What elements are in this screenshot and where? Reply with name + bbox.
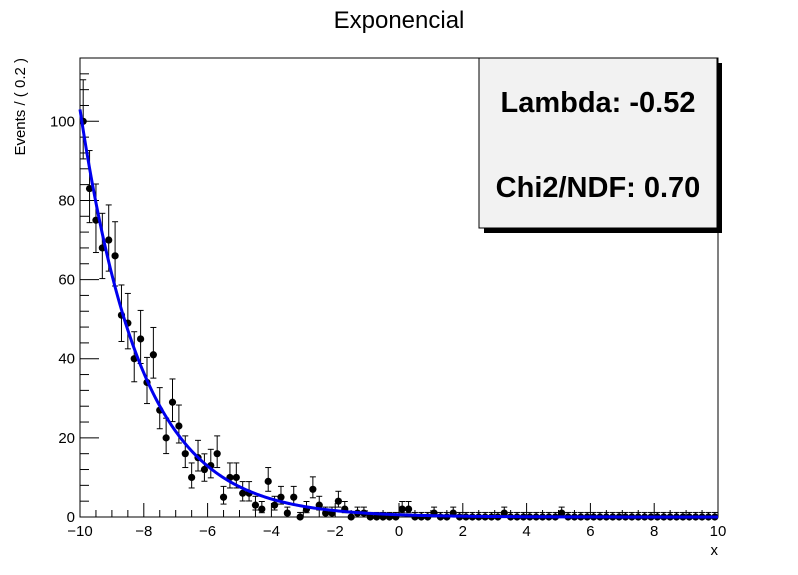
data-marker bbox=[264, 477, 272, 485]
data-point bbox=[500, 506, 508, 517]
data-point bbox=[558, 506, 566, 517]
data-marker bbox=[309, 485, 317, 493]
data-marker bbox=[398, 505, 406, 513]
data-marker bbox=[232, 473, 240, 482]
data-marker bbox=[239, 489, 247, 497]
stats-box-panel bbox=[478, 57, 718, 229]
data-point bbox=[181, 435, 189, 469]
x-tick-label: −2 bbox=[327, 523, 344, 540]
y-tick-label: 40 bbox=[58, 351, 75, 368]
data-marker bbox=[105, 236, 113, 244]
data-marker bbox=[404, 505, 413, 513]
data-marker bbox=[200, 465, 209, 474]
data-marker bbox=[334, 497, 342, 505]
chart-title: Exponencial bbox=[334, 7, 465, 34]
y-tick-label: 60 bbox=[58, 272, 75, 289]
y-axis-label: Events / ( 0.2 ) bbox=[12, 58, 29, 156]
data-marker bbox=[500, 509, 508, 517]
x-tick-label: −8 bbox=[135, 523, 152, 540]
data-marker bbox=[558, 509, 566, 517]
data-point bbox=[404, 501, 413, 514]
data-marker bbox=[213, 450, 221, 458]
data-point bbox=[213, 435, 221, 469]
x-tick-label: 2 bbox=[459, 523, 467, 540]
y-tick-label: 100 bbox=[50, 113, 75, 130]
data-point bbox=[239, 481, 247, 502]
x-tick-label: 0 bbox=[395, 523, 403, 540]
data-marker bbox=[85, 184, 94, 193]
data-point bbox=[283, 506, 291, 517]
y-tick-label: 80 bbox=[58, 192, 75, 209]
data-marker bbox=[366, 513, 374, 521]
data-point bbox=[296, 511, 304, 521]
y-tick-label: 20 bbox=[58, 430, 75, 447]
data-point bbox=[309, 476, 317, 499]
x-tick-label: 8 bbox=[650, 523, 658, 540]
x-tick-label: 4 bbox=[522, 523, 530, 540]
data-marker bbox=[137, 335, 145, 343]
stats-chi2-ndf: Chi2/NDF: 0.70 bbox=[496, 172, 701, 204]
data-point bbox=[149, 326, 157, 379]
x-tick-label: 6 bbox=[586, 523, 594, 540]
data-point bbox=[219, 485, 228, 505]
data-point bbox=[315, 495, 323, 511]
data-point bbox=[264, 467, 272, 492]
data-marker bbox=[162, 434, 170, 442]
y-axis: 0 20 40 60 80 100 bbox=[50, 57, 99, 526]
data-point bbox=[111, 221, 119, 287]
data-marker bbox=[296, 513, 304, 521]
data-marker bbox=[219, 493, 228, 501]
data-marker bbox=[283, 509, 291, 517]
x-tick-label: −4 bbox=[263, 523, 280, 540]
data-marker bbox=[347, 513, 355, 521]
data-marker bbox=[111, 252, 119, 260]
data-point bbox=[251, 495, 260, 511]
data-marker bbox=[181, 450, 189, 458]
data-marker bbox=[188, 473, 196, 482]
stats-box: Lambda: -0.52 Chi2/NDF: 0.70 bbox=[478, 57, 722, 233]
data-point bbox=[200, 453, 209, 482]
data-marker bbox=[251, 501, 260, 509]
data-marker bbox=[315, 501, 323, 509]
x-tick-label: 10 bbox=[710, 523, 727, 540]
data-marker bbox=[175, 422, 183, 430]
data-point bbox=[137, 309, 145, 365]
data-point bbox=[334, 490, 342, 508]
fit-curve bbox=[78, 109, 718, 519]
x-tick-label: −10 bbox=[67, 523, 92, 540]
data-marker bbox=[277, 493, 285, 501]
data-marker bbox=[270, 501, 279, 509]
x-axis-label: x bbox=[711, 542, 719, 559]
y-tick-label: 0 bbox=[67, 509, 75, 526]
data-point bbox=[175, 404, 183, 444]
data-point bbox=[188, 462, 196, 489]
data-marker bbox=[168, 398, 177, 406]
data-marker bbox=[149, 351, 157, 359]
stats-lambda: Lambda: -0.52 bbox=[501, 87, 696, 119]
x-tick-label: −6 bbox=[199, 523, 216, 540]
data-marker bbox=[290, 493, 298, 501]
data-marker bbox=[258, 505, 266, 513]
data-point bbox=[398, 501, 406, 514]
data-point bbox=[168, 378, 177, 423]
data-point bbox=[258, 501, 266, 514]
